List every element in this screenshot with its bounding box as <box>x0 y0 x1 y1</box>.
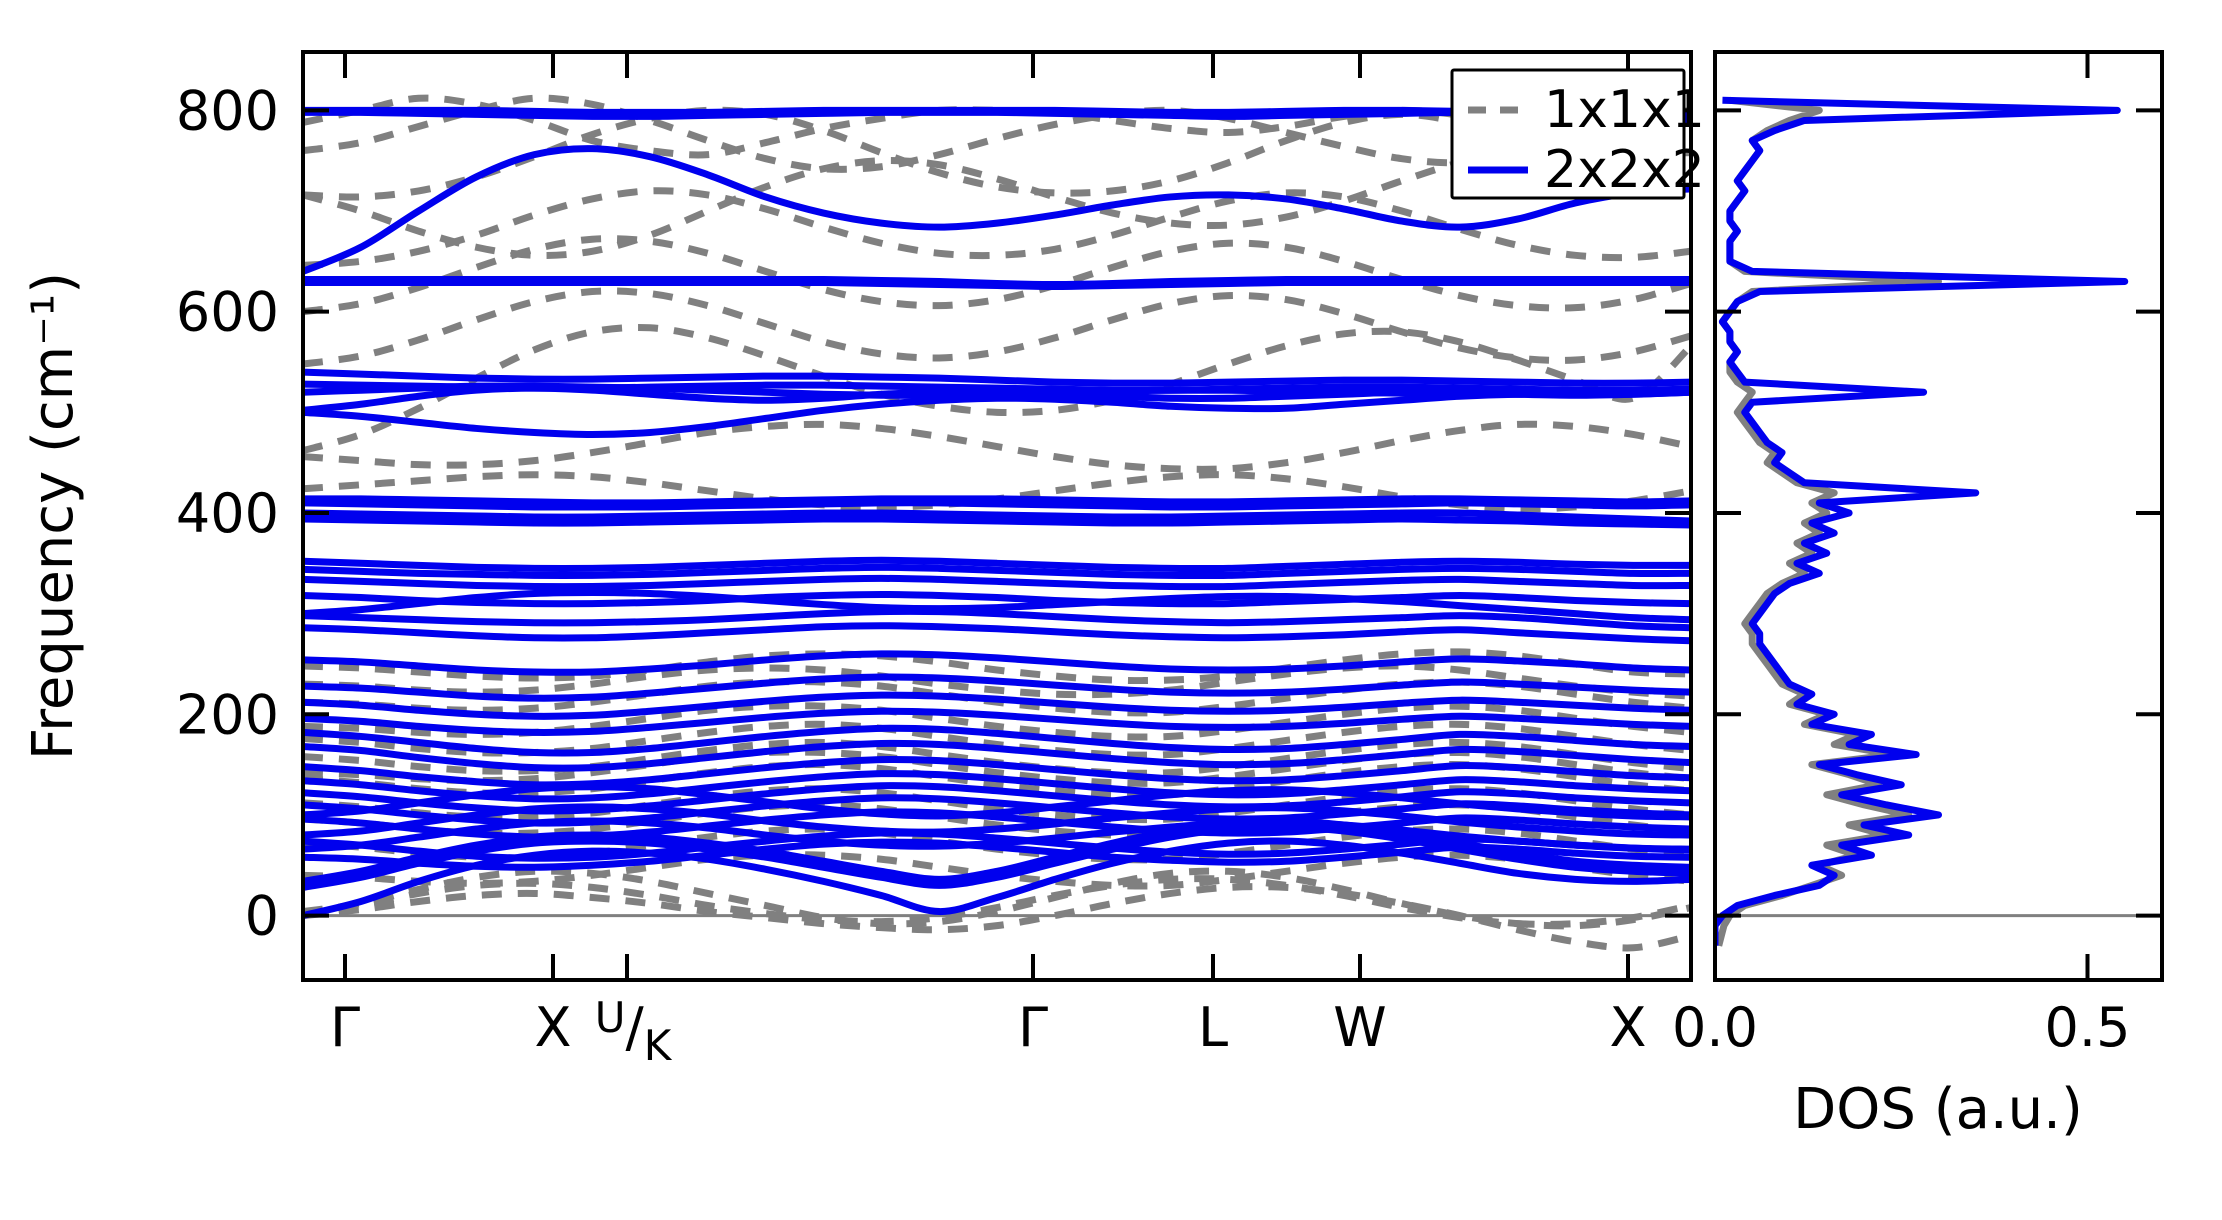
x-axis-ticks <box>343 52 1630 980</box>
band-curve <box>303 817 1691 853</box>
y-tick-label: 800 <box>176 79 279 142</box>
band-curve <box>303 817 1691 885</box>
band-curve <box>303 235 1691 316</box>
dos-x-tick-label: 0.5 <box>2045 996 2131 1059</box>
band-curve <box>303 607 1691 632</box>
band-curve <box>303 588 1691 624</box>
band-curve <box>303 803 1691 839</box>
bands-axes-frame <box>301 50 1693 982</box>
band-curve <box>303 739 1691 772</box>
band-curve <box>303 648 1691 685</box>
dos-y-ticks <box>1715 108 2162 918</box>
y-tick-label: 600 <box>176 281 279 344</box>
band-curve <box>303 622 1691 645</box>
band-curve <box>303 287 1691 368</box>
band-curve <box>303 823 1691 891</box>
x-tick-label-uk: U/K <box>595 993 673 1070</box>
band-curve <box>303 724 1691 757</box>
x-tick-label: X <box>1610 996 1647 1059</box>
dos-axes-frame <box>1713 50 2164 982</box>
band-series-2x2x2 <box>303 106 1691 920</box>
x-tick-label: Γ <box>1018 996 1048 1059</box>
x-tick-label: W <box>1333 996 1386 1059</box>
band-curve <box>303 420 1691 473</box>
band-curve <box>303 499 1691 511</box>
y-axis-label: Frequency (cm⁻¹) <box>21 272 86 760</box>
band-curve <box>303 755 1691 789</box>
band-curve <box>303 563 1691 580</box>
x-axis-tick-labels: Γ X U/K Γ L W X <box>330 993 1647 1070</box>
dos-curve <box>1715 96 2129 946</box>
band-curve <box>303 875 1691 928</box>
dos-x-tick-label: 0.0 <box>1672 996 1758 1059</box>
bands-panel: 0 200 400 600 800 Γ X U/K Γ L W X Frequency (cm⁻¹) <box>21 50 2162 1070</box>
band-curve <box>303 691 1691 720</box>
band-curve <box>303 145 1691 275</box>
y-tick-label: 200 <box>176 683 279 746</box>
band-curve <box>303 770 1691 803</box>
band-curve <box>303 515 1691 529</box>
band-curve <box>303 707 1691 736</box>
band-curve <box>303 783 1691 821</box>
x-tick-label: X <box>535 996 572 1059</box>
y-axis-tick-labels: 0 200 400 600 800 <box>176 79 279 947</box>
band-curve <box>303 384 1691 414</box>
legend-label-2x2x2: 2x2x2 <box>1544 140 1705 200</box>
legend-background <box>1450 68 1686 200</box>
band-curve <box>303 388 1691 438</box>
band-curve <box>303 323 1691 454</box>
dos-x-tick-labels: 0.0 0.5 <box>1672 996 2130 1059</box>
legend[interactable]: 1x1x1 2x2x2 <box>1450 68 1705 200</box>
band-curve <box>303 509 1691 525</box>
band-curve <box>303 650 1691 676</box>
dos-panel: 0.0 0.5 DOS (a.u.) <box>1672 50 2164 1142</box>
x-tick-label: Γ <box>330 996 360 1059</box>
band-curve <box>303 673 1691 702</box>
dos-series-2x2x2 <box>1715 96 2129 946</box>
legend-label-1x1x1: 1x1x1 <box>1544 80 1705 140</box>
band-curve <box>303 867 1691 930</box>
band-curve <box>303 368 1691 387</box>
band-curve <box>303 574 1691 591</box>
band-curve <box>303 591 1691 608</box>
band-curve <box>303 495 1691 507</box>
y-tick-label: 400 <box>176 482 279 545</box>
dos-x-axis-label: DOS (a.u.) <box>1793 1077 2083 1142</box>
y-axis-ticks <box>303 108 1691 918</box>
band-curve <box>303 556 1691 573</box>
band-curve <box>303 883 1691 952</box>
band-curve <box>303 278 1691 291</box>
dos-x-ticks <box>1713 52 2090 980</box>
y-tick-label: 0 <box>245 885 279 948</box>
band-curve <box>303 662 1691 700</box>
x-tick-label: L <box>1198 996 1228 1059</box>
band-curve <box>303 837 1691 920</box>
